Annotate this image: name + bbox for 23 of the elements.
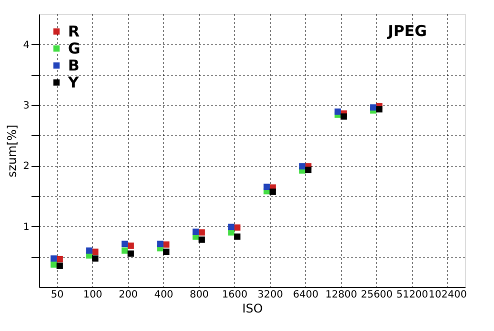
y-axis-title: szum[%] — [5, 124, 20, 178]
y-tick-label: 3 — [23, 100, 30, 112]
legend-label: R — [68, 22, 80, 40]
x-tick-label: 102400 — [428, 290, 467, 300]
y-tick-label: 1 — [23, 222, 30, 233]
legend-label: Y — [67, 74, 80, 92]
x-tick-label: 50 — [50, 290, 64, 300]
y-tick-label: 4 — [23, 40, 30, 51]
x-tick-label: 400 — [154, 290, 174, 300]
x-tick-label: 6400 — [293, 290, 318, 300]
y-tick-label: 2 — [23, 161, 30, 172]
x-tick-label: 3200 — [258, 290, 283, 300]
x-tick-label: 1600 — [222, 290, 248, 300]
legend-label: G — [68, 40, 80, 58]
x-axis-title: ISO — [242, 302, 263, 316]
x-tick-label: 25600 — [360, 290, 393, 300]
x-tick-label: 200 — [118, 290, 138, 300]
x-tick-label: 100 — [83, 290, 102, 300]
x-tick-label: 12800 — [325, 290, 358, 300]
legend-label: B — [68, 56, 80, 74]
x-tick-label: 800 — [190, 290, 209, 300]
x-tick-label: 51200 — [396, 290, 428, 300]
annotation: JPEG — [386, 22, 427, 40]
